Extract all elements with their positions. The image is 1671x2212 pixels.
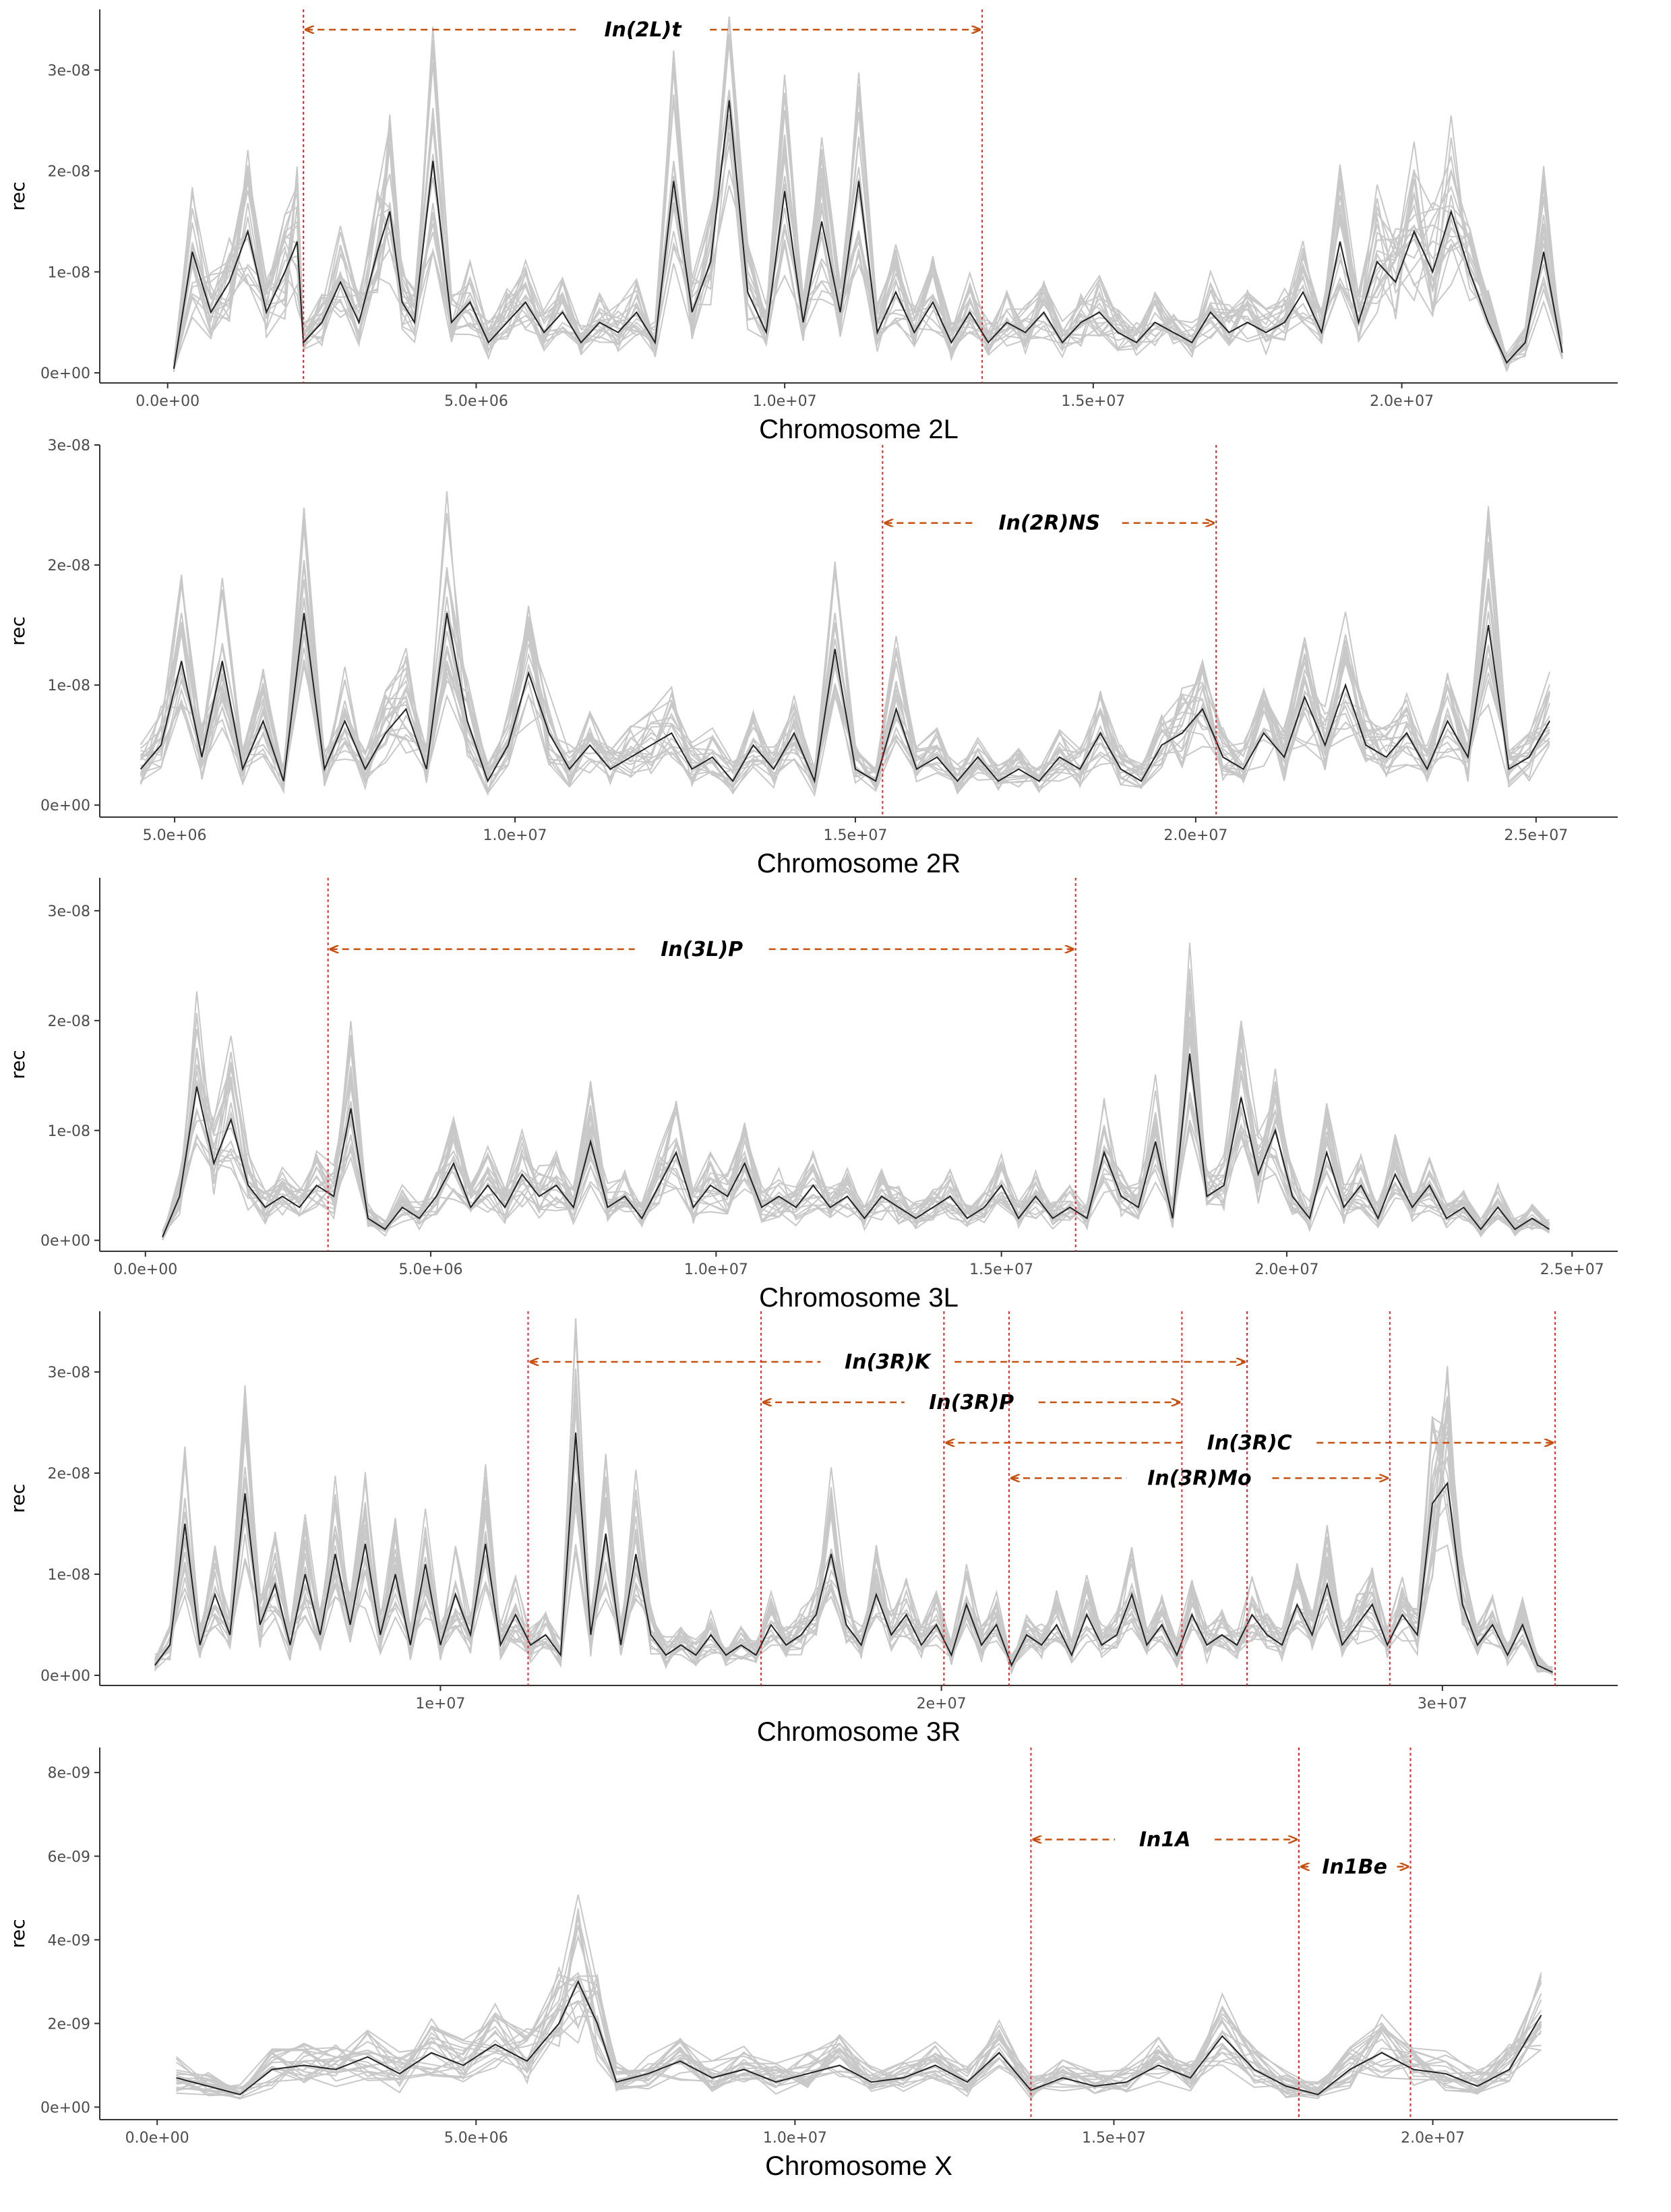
inversion-label: In(3R)P xyxy=(929,1391,1014,1414)
x-tick-label: 2.0e+07 xyxy=(1370,393,1434,410)
inversion-label: In(3R)K xyxy=(845,1350,932,1374)
inversion-label: In(3L)P xyxy=(661,938,743,961)
replicate-line xyxy=(140,526,1550,795)
x-tick-label: 1.5e+07 xyxy=(1061,393,1125,410)
replicate-line xyxy=(175,1979,1542,2094)
x-tick-label: 1.5e+07 xyxy=(823,827,887,844)
x-tick-label: 5.0e+06 xyxy=(399,1261,463,1278)
inversion-label: In(3R)C xyxy=(1207,1431,1292,1455)
x-tick-label: 2.0e+07 xyxy=(1401,2130,1465,2147)
x-tick-label: 2.5e+07 xyxy=(1540,1261,1604,1278)
x-tick-label: 0.0e+00 xyxy=(125,2130,189,2147)
y-tick-label: 3e-08 xyxy=(48,438,90,454)
x-axis-label: Chromosome 3L xyxy=(759,1283,959,1313)
y-tick-label: 2e-08 xyxy=(48,558,90,574)
y-tick-label: 0e+00 xyxy=(40,2099,90,2116)
x-tick-label: 1.0e+07 xyxy=(753,393,817,410)
x-tick-label: 2.0e+07 xyxy=(1254,1261,1318,1278)
y-tick-label: 1e-08 xyxy=(48,264,90,281)
y-tick-label: 2e-08 xyxy=(48,1466,90,1483)
y-tick-label: 6e-09 xyxy=(48,1849,90,1865)
y-tick-label: 0e+00 xyxy=(40,365,90,382)
y-axis-label: rec xyxy=(7,616,29,646)
replicate-line xyxy=(140,510,1550,793)
inversion-label: In(2R)NS xyxy=(998,512,1100,535)
panel-1: 0e+00 1e-08 2e-08 3e-08 0.0e+00 5.0e+06 1.0e+0… xyxy=(7,9,1618,444)
x-tick-label: 5.0e+06 xyxy=(444,2130,508,2147)
replicate-line xyxy=(162,1029,1550,1238)
replicate-line xyxy=(154,1384,1553,1671)
replicate-line xyxy=(173,114,1563,369)
mean-line xyxy=(162,1053,1550,1238)
replicate-line xyxy=(176,1917,1542,2097)
replicate-line xyxy=(176,2015,1542,2099)
replicate-line xyxy=(140,560,1550,791)
replicate-line xyxy=(140,564,1550,792)
y-tick-label: 2e-08 xyxy=(48,164,90,181)
y-axis-label: rec xyxy=(7,1050,29,1079)
x-axis-label: Chromosome 3R xyxy=(757,1717,961,1747)
x-tick-label: 1.0e+07 xyxy=(763,2130,827,2147)
x-tick-label: 1.5e+07 xyxy=(1082,2130,1146,2147)
replicate-line xyxy=(154,1409,1553,1671)
mean-line xyxy=(154,1432,1553,1673)
y-tick-label: 0e+00 xyxy=(40,798,90,814)
mean-line xyxy=(176,1979,1542,2095)
mean-line xyxy=(173,100,1563,369)
x-tick-label: 1.0e+07 xyxy=(483,827,547,844)
panel-4: 0e+00 1e-08 2e-08 3e-08 1e+07 2e+07 3e+07 rec Ch… xyxy=(7,1311,1618,1747)
y-tick-label: 2e-08 xyxy=(48,1013,90,1030)
y-tick-label: 0e+00 xyxy=(40,1668,90,1685)
x-tick-label: 0.0e+00 xyxy=(135,393,200,410)
y-tick-label: 1e-08 xyxy=(48,1567,90,1584)
x-axis-label: Chromosome 2R xyxy=(757,849,961,878)
y-tick-label: 0e+00 xyxy=(40,1233,90,1250)
y-tick-label: 1e-08 xyxy=(48,1123,90,1140)
x-tick-label: 2.5e+07 xyxy=(1504,827,1568,844)
x-tick-label: 1e+07 xyxy=(415,1696,465,1712)
inversion-label: In1Be xyxy=(1322,1855,1387,1879)
inversion-label: In1A xyxy=(1139,1828,1191,1851)
y-tick-label: 4e-09 xyxy=(48,1932,90,1949)
panel-3: 0e+00 1e-08 2e-08 3e-08 0.0e+00 5.0e+06 1.0e+0… xyxy=(7,878,1618,1313)
y-axis-label: rec xyxy=(7,1484,29,1514)
x-axis-label: Chromosome 2L xyxy=(759,415,959,444)
y-tick-label: 2e-09 xyxy=(48,2016,90,2033)
x-tick-label: 2e+07 xyxy=(917,1696,967,1712)
mean-line xyxy=(140,613,1550,784)
x-tick-label: 5.0e+06 xyxy=(143,827,207,844)
y-tick-label: 8e-09 xyxy=(48,1765,90,1782)
inversion-label: In(3R)Mo xyxy=(1147,1467,1251,1491)
replicate-line xyxy=(173,16,1563,373)
x-tick-label: 1.5e+07 xyxy=(969,1261,1033,1278)
panel-2: 0e+00 1e-08 2e-08 3e-08 5.0e+06 1.0e+07 1.5e+0… xyxy=(7,438,1618,878)
x-tick-label: 5.0e+06 xyxy=(444,393,508,410)
replicate-line xyxy=(162,1060,1550,1240)
x-tick-label: 2.0e+07 xyxy=(1163,827,1227,844)
replicate-line xyxy=(176,1973,1542,2094)
y-tick-label: 1e-08 xyxy=(48,678,90,694)
y-axis-label: rec xyxy=(7,1919,29,1948)
x-tick-label: 0.0e+00 xyxy=(113,1261,177,1278)
inversion-label: In(2L)t xyxy=(604,18,682,42)
y-tick-label: 3e-08 xyxy=(48,63,90,80)
x-tick-label: 3e+07 xyxy=(1418,1696,1467,1712)
y-axis-label: rec xyxy=(7,181,29,211)
x-axis-label: Chromosome X xyxy=(765,2151,952,2181)
replicate-line xyxy=(162,943,1550,1238)
panel-5: 0e+00 2e-09 4e-09 6e-09 8e-09 0.0e+00 5.0e+06 1… xyxy=(7,1747,1618,2181)
x-tick-label: 1.0e+07 xyxy=(684,1261,748,1278)
y-tick-label: 3e-08 xyxy=(48,903,90,920)
y-tick-label: 3e-08 xyxy=(48,1365,90,1381)
